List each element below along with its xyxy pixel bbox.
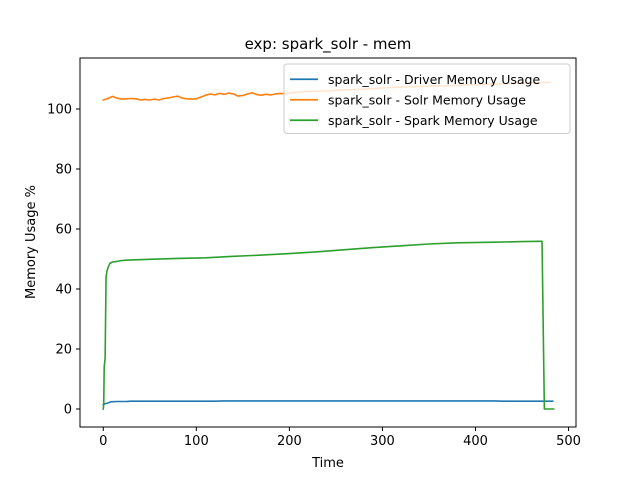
x-tick-label: 500 (556, 434, 581, 449)
y-tick-label: 60 (55, 223, 72, 238)
x-tick-label: 100 (184, 434, 209, 449)
x-axis-label: Time (311, 456, 344, 471)
y-tick-label: 100 (47, 103, 72, 118)
axes: 0 100 200 300 400 500 0 20 40 60 80 100 (47, 103, 581, 450)
chart-title: exp: spark_solr - mem (245, 35, 412, 54)
series-line-1 (102, 400, 554, 406)
x-tick-label: 400 (463, 434, 488, 449)
x-tick-label: 200 (277, 434, 302, 449)
legend-label: spark_solr - Spark Memory Usage (328, 113, 538, 128)
y-tick-label: 40 (55, 283, 72, 298)
legend-label: spark_solr - Driver Memory Usage (328, 72, 540, 87)
y-tick-label: 0 (64, 403, 72, 418)
x-tick-label: 300 (370, 434, 395, 449)
y-tick-label: 80 (55, 163, 72, 178)
series-line-3 (102, 240, 555, 410)
legend: spark_solr - Driver Memory Usage spark_so… (283, 63, 571, 134)
legend-label: spark_solr - Solr Memory Usage (328, 92, 526, 107)
legend-box (283, 63, 571, 134)
plot-frame (79, 57, 577, 428)
y-axis-label: Memory Usage % (24, 185, 39, 299)
y-tick-label: 20 (55, 343, 72, 358)
x-tick-label: 0 (99, 434, 107, 449)
